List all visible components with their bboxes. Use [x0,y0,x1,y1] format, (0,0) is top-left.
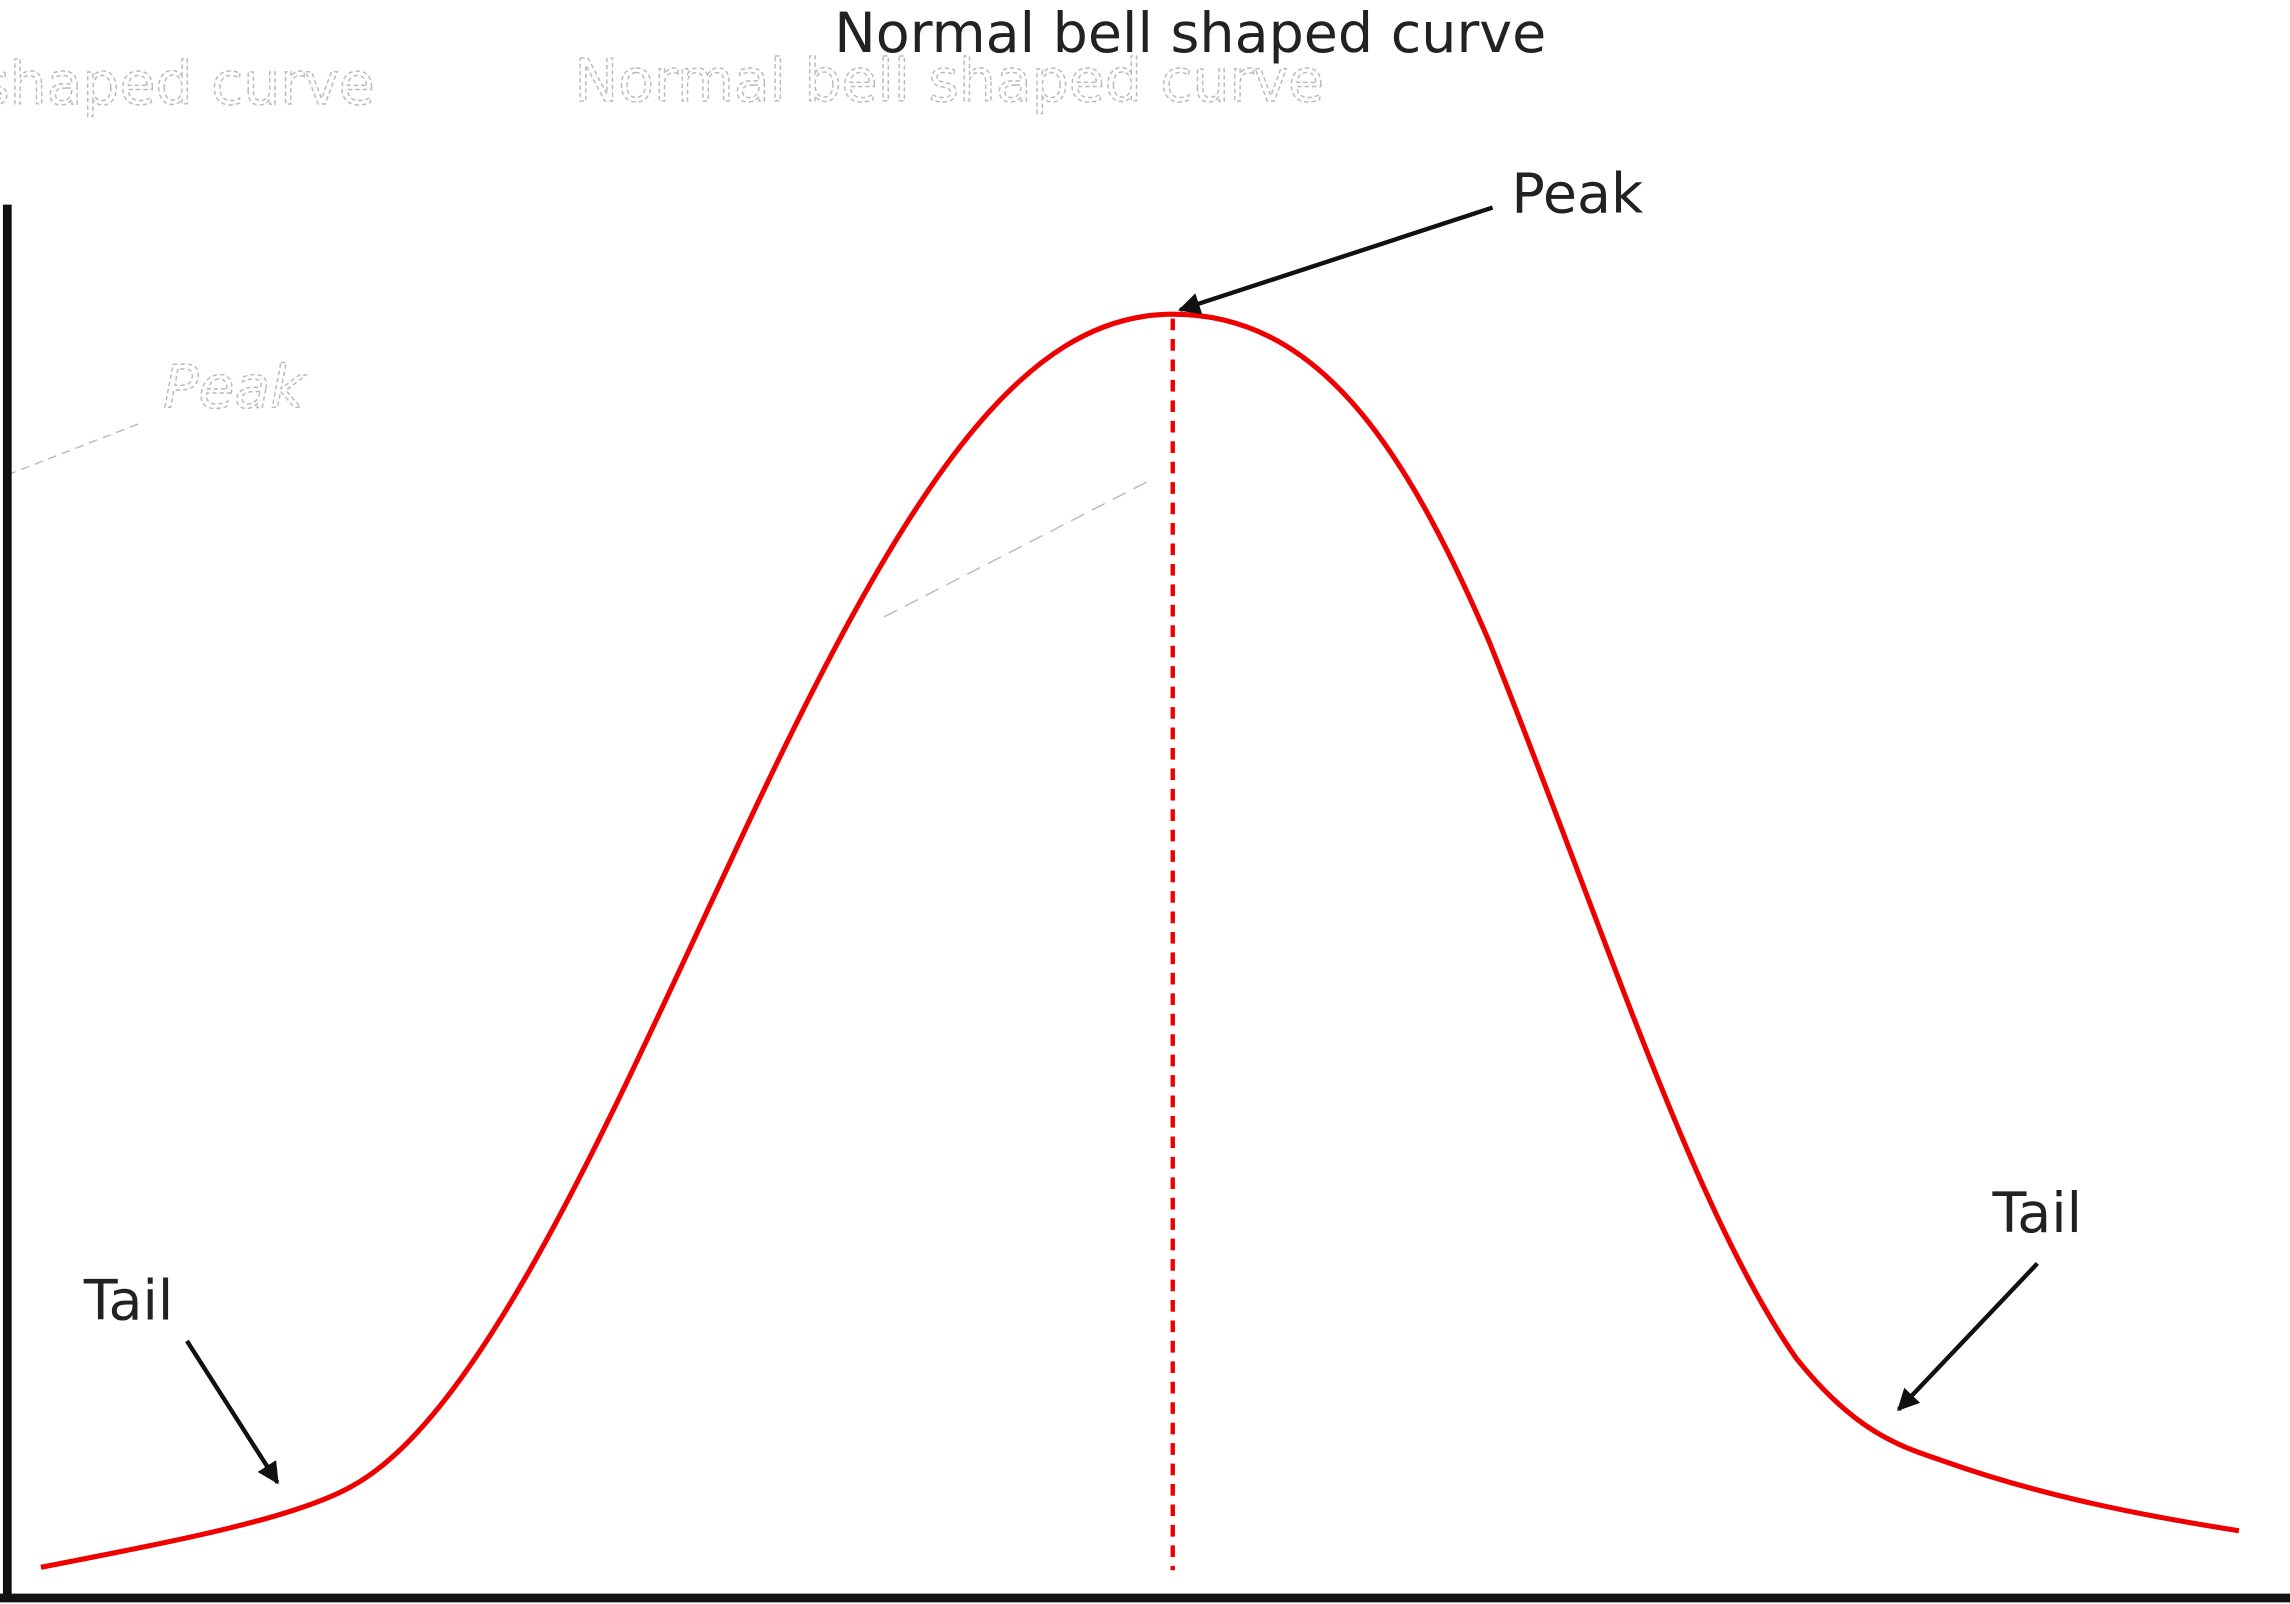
title: Normal bell shaped curve [834,1,1546,66]
peak-arrow [1177,205,1494,315]
bell-curve [40,311,2240,1570]
tail-label: Tail [1992,1181,2083,1246]
tail-label: Tail [83,1269,174,1334]
ghost-text: Normal bell shaped curve [0,50,375,118]
peak-label: Peak [1511,161,1643,226]
ghost-line [7,423,140,476]
tail-arrow [185,1339,280,1485]
ghost-line [875,481,1147,622]
ghost-text: Peak [163,354,306,422]
ghost-text: Normal bell shaped curve [575,47,1324,115]
tail-arrow [1897,1261,2039,1412]
